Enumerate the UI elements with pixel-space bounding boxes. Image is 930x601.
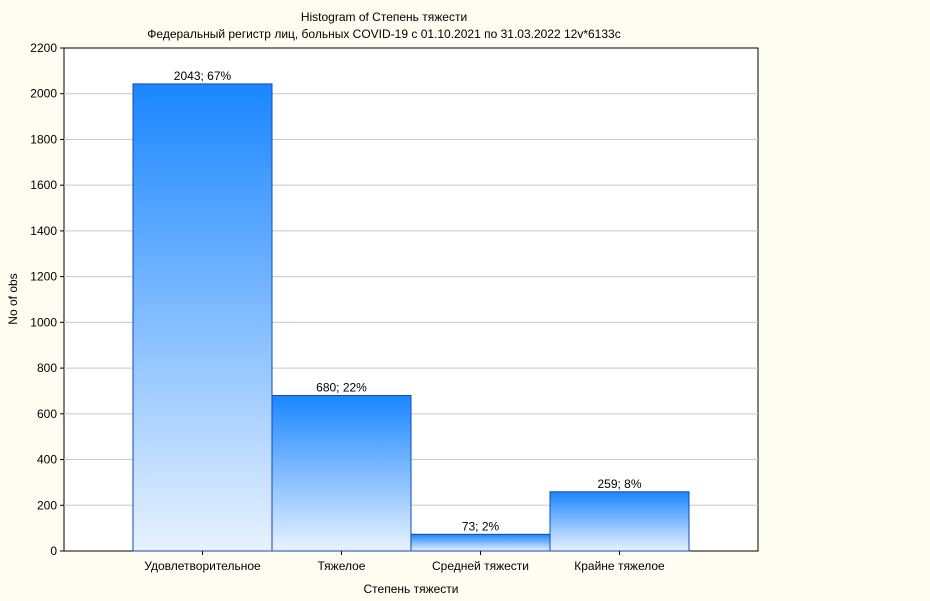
y-tick-label: 1000 — [30, 315, 57, 329]
chart-subtitle: Федеральный регистр лиц, больных COVID-1… — [147, 27, 620, 41]
y-tick-label: 2200 — [30, 41, 57, 55]
y-tick-label: 800 — [37, 361, 57, 375]
data-label: 259; 8% — [597, 477, 641, 491]
y-tick-label: 600 — [37, 407, 57, 421]
x-tick-label: Средней тяжести — [432, 559, 529, 573]
x-axis: Удовлетворительное Тяжелое Средней тяжести… — [144, 551, 665, 573]
bar — [132, 83, 273, 552]
data-labels: 2043; 67% 680; 22% 73; 2% 259; 8% — [174, 69, 642, 533]
y-tick-label: 200 — [37, 498, 57, 512]
bar — [549, 491, 690, 552]
y-axis: 0 200 400 600 800 1000 1200 1400 1600 1800 2000 220… — [30, 41, 64, 558]
x-axis-label: Степень тяжести — [364, 582, 459, 596]
x-tick-label: Тяжелое — [318, 559, 366, 573]
data-label: 2043; 67% — [174, 69, 232, 83]
y-tick-label: 400 — [37, 453, 57, 467]
y-axis-label: No of obs — [6, 273, 20, 324]
y-tick-label: 0 — [50, 544, 57, 558]
x-tick-label: Крайне тяжелое — [574, 559, 665, 573]
data-label: 73; 2% — [462, 519, 500, 533]
bar — [271, 395, 412, 552]
y-tick-label: 1800 — [30, 132, 57, 146]
data-label: 680; 22% — [316, 381, 367, 395]
bar — [410, 533, 551, 552]
x-tick-label: Удовлетворительное — [144, 559, 261, 573]
chart-title: Histogram of Степень тяжести — [301, 10, 467, 24]
y-tick-label: 1600 — [30, 178, 57, 192]
y-tick-label: 2000 — [30, 87, 57, 101]
y-tick-label: 1400 — [30, 224, 57, 238]
y-tick-label: 1200 — [30, 270, 57, 284]
